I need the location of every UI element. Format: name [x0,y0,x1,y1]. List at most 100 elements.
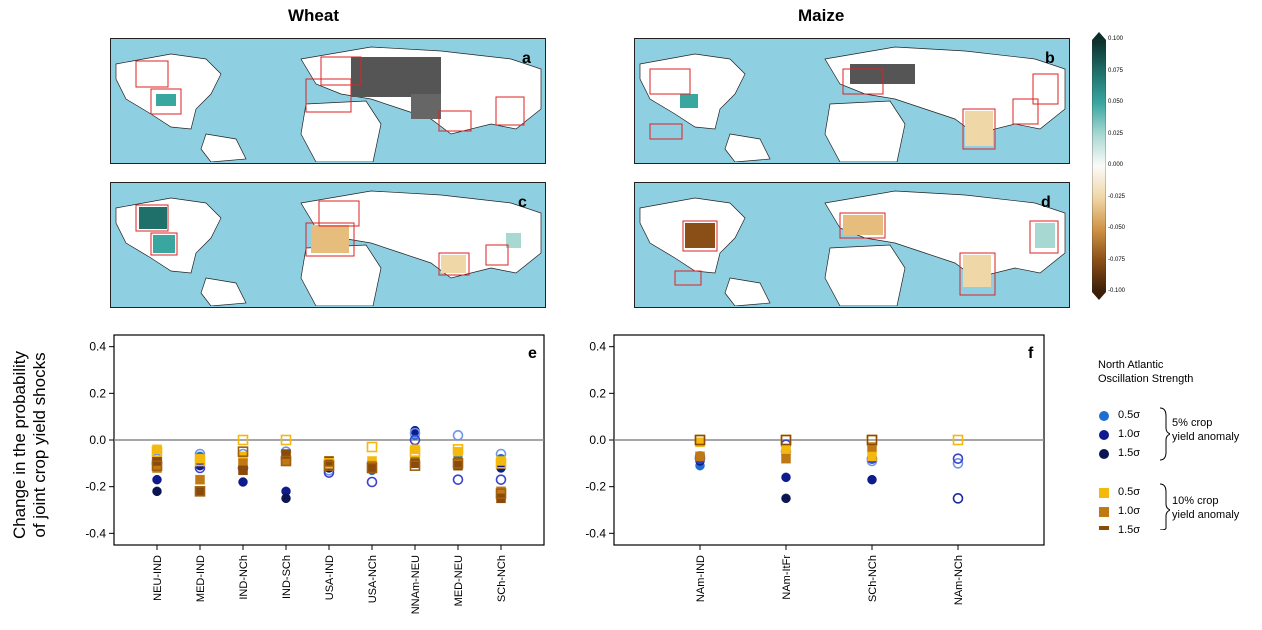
region-box [150,88,182,115]
data-point [495,474,507,485]
data-point [781,472,791,483]
data-point [152,444,162,455]
x-tick-label: NAm-NCh [953,555,965,605]
data-point [238,477,248,487]
map-wheat-correlation [110,38,546,164]
region-box [438,110,472,132]
y-axis-label: Change in the probability of joint crop … [10,325,50,565]
data-point [496,456,506,466]
region-box [318,200,360,227]
data-point [495,458,507,469]
data-point [366,462,378,474]
legend-brace [1159,407,1170,461]
x-tick-label: SCh-NCh [867,555,879,602]
legend-markers [1099,407,1170,530]
y-tick-label: 0.0 [89,433,106,447]
legend-10pct-0.5: 0.5σ [1118,486,1141,498]
data-point [366,476,378,488]
data-point [195,486,205,497]
panel-label-f: f [1028,345,1034,362]
teal-patch [156,94,176,106]
data-point [781,453,791,464]
data-point [194,455,206,467]
region-box [438,252,470,276]
region-box [1029,220,1059,254]
y-tick-label: 0.2 [589,386,606,400]
data-point [280,434,292,446]
colorbar-tick-label: 0.000 [1108,162,1124,168]
legend-5pct-1.5: 1.5σ [1118,447,1141,459]
x-tick-label: USA-NCh [367,555,379,603]
south-america-landmass [724,133,771,162]
colorbar-tick-label: -0.025 [1108,193,1126,200]
data-point [867,451,877,462]
data-point [366,441,378,453]
legend-brace [1159,483,1170,530]
legend-square-marker [1099,488,1109,498]
region-box [485,244,509,266]
south-america-landmass [200,277,247,306]
data-point [151,460,163,471]
data-point [409,460,421,471]
region-box [495,96,525,126]
map-wheat-nao [110,182,546,308]
y-tick-label: -0.2 [85,480,106,494]
region-box [682,220,718,252]
region-box [1012,98,1039,125]
colorbar [1092,32,1106,300]
data-point [409,446,421,457]
data-point [237,434,249,446]
north-america-landmass [115,53,222,130]
legend-circle-marker [1099,430,1109,440]
legend-5pct-label-line1: 5% crop [1172,417,1213,429]
y-tick-label: 0.4 [89,340,106,354]
data-point [195,474,205,485]
plot-maize-joint-shocks: 0.4 0.2 0.0 -0.2 -0.4 NAm-IND NAm-ItFr SCh-NCh N… [585,334,1045,605]
data-point [866,434,878,446]
legend-title-line1: North Atlantic [1098,359,1164,371]
region-box [135,204,169,232]
beige-patch [963,255,991,287]
data-point [695,451,705,462]
x-tick-label: NAm-IND [695,555,707,602]
gray-region [351,57,441,97]
legend-10pct-label-line2: yield anomaly [1172,509,1240,521]
beige-patch [843,215,883,235]
colorbar-tick-label: -0.100 [1108,288,1126,294]
africa-landmass [824,244,906,306]
beige-patch [311,225,349,253]
data-point [152,474,162,485]
data-point [281,493,291,504]
region-box [962,108,996,150]
data-point [194,486,206,497]
map-maize-correlation [634,38,1070,164]
region-box [839,212,886,239]
africa-landmass [300,244,382,306]
africa-landmass [300,100,382,162]
legend-10pct-label: 10% crop yield anomaly [1172,494,1239,522]
legend-title-line2: Oscillation Strength [1098,373,1194,385]
panel-label-c: c [518,194,527,211]
region-box [305,222,355,257]
region-box [649,68,691,95]
panel-label-a: a [522,50,531,67]
plot-wheat-joint-shocks: 0.4 0.2 0.0 -0.2 -0.4 NEU-IND MED-IND IND-NCh IN… [85,334,545,614]
data-point [453,460,463,471]
region-box [674,270,702,286]
south-america-landmass [200,133,247,162]
data-point [695,437,705,448]
data-point [151,446,163,457]
data-point [367,463,377,473]
panel-label-d: d [1041,194,1051,211]
colorbar-tick-label: -0.075 [1108,256,1126,263]
colorbar-bottom-arrow [1092,292,1106,300]
region-box [135,60,169,88]
region-box [305,78,352,113]
data-point [452,444,464,455]
data-point [452,474,464,485]
data-point [952,458,964,469]
data-point [781,444,791,455]
maize-title: Maize [798,6,845,25]
x-tick-label: USA-IND [324,555,336,600]
teal-patch [680,94,698,108]
